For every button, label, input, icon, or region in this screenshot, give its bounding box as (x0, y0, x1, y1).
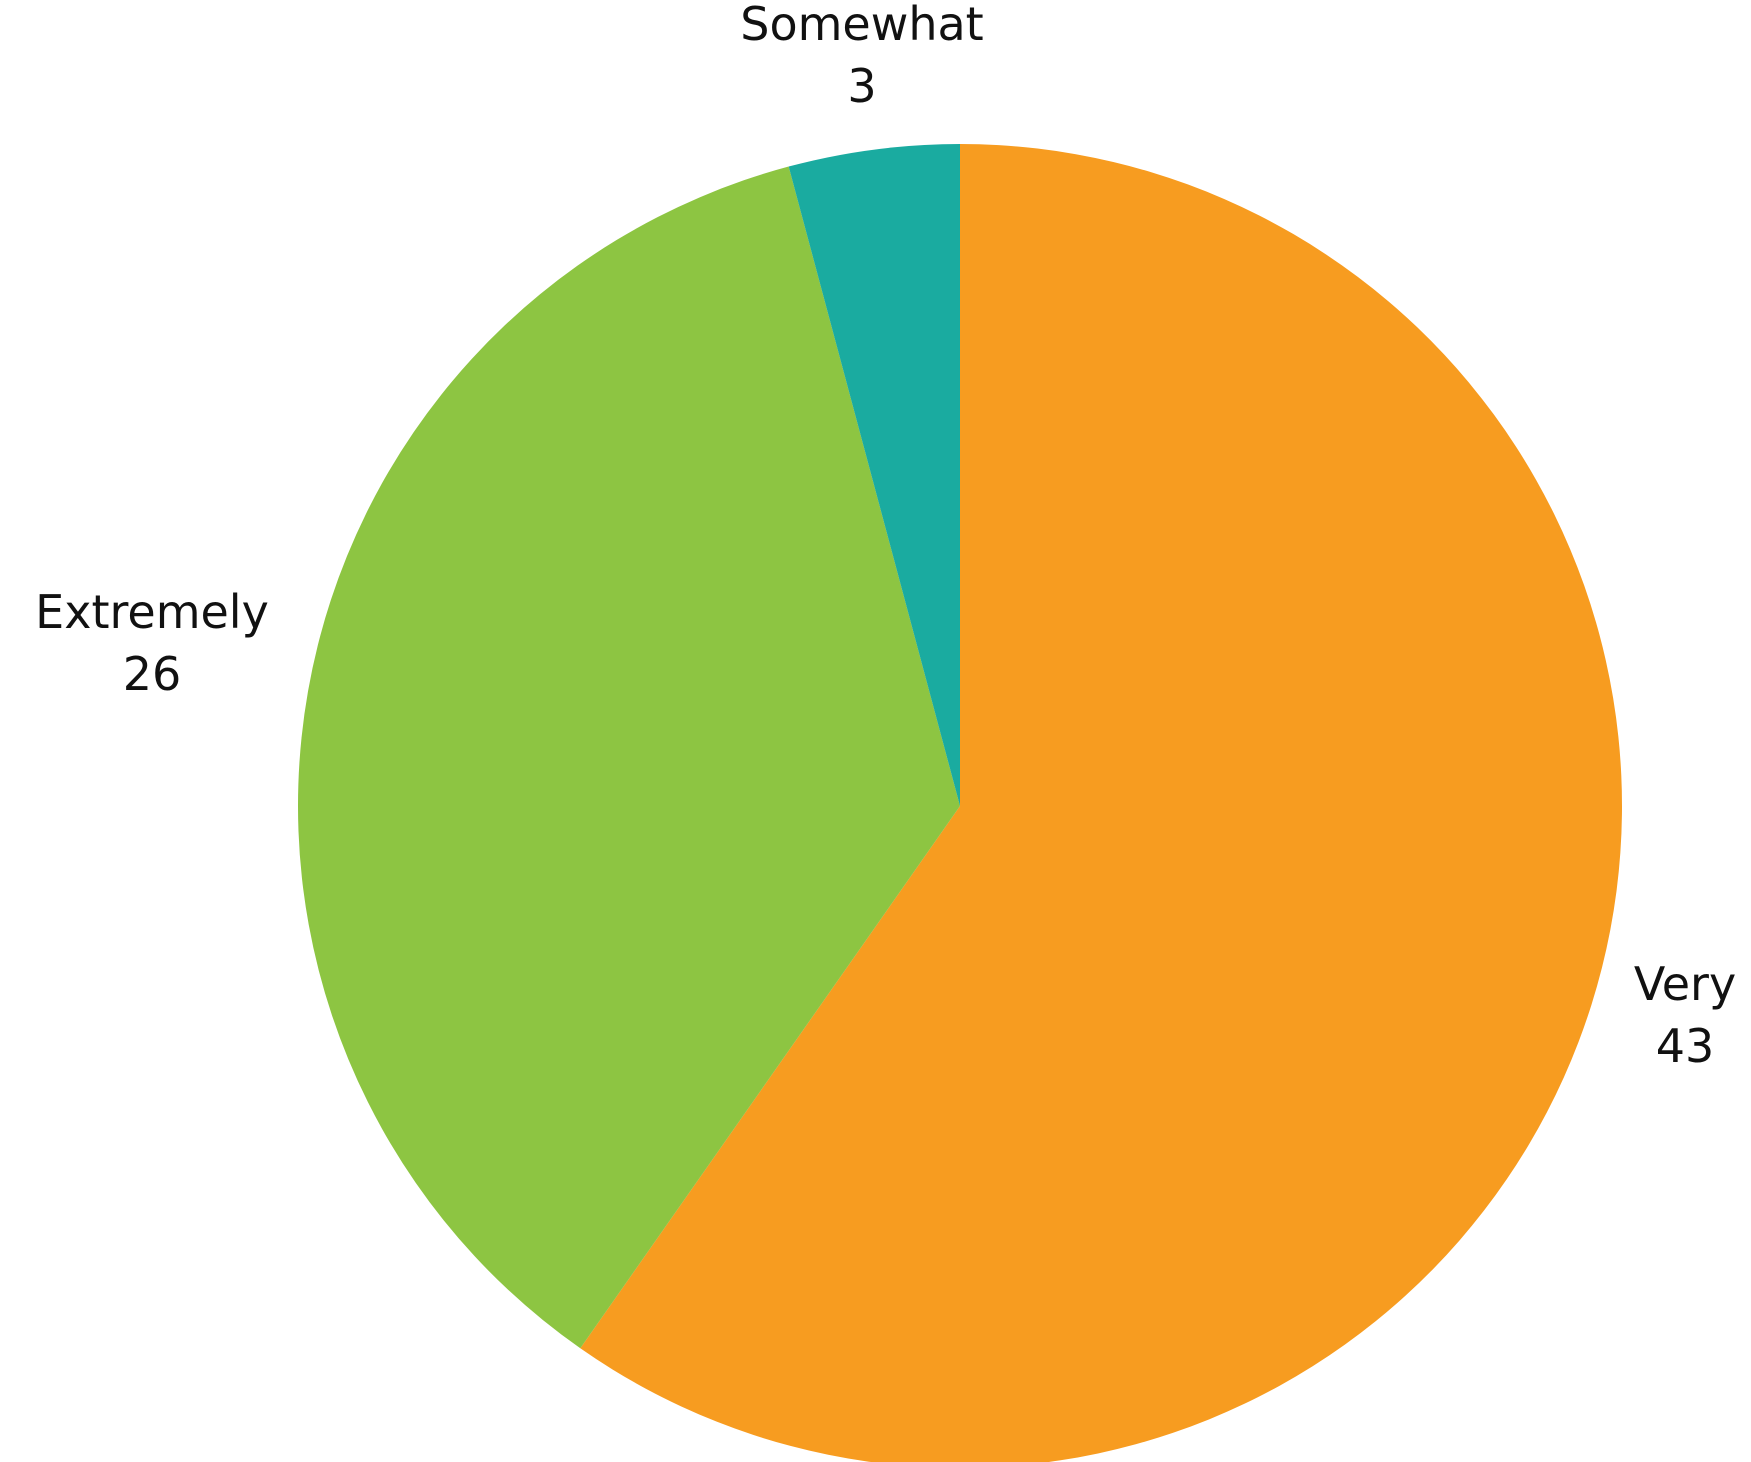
slice-label-somewhat: Somewhat (740, 0, 983, 51)
pie-slice-very (580, 144, 1622, 1462)
pie-labels: Very 43 Extremely 26 Somewhat 3 (35, 0, 1736, 1073)
slice-value-somewhat: 3 (847, 59, 876, 113)
slice-value-very: 43 (1656, 1019, 1715, 1073)
pie-slice-somewhat (788, 144, 960, 806)
pie-slices (298, 144, 1622, 1462)
slice-value-extremely: 26 (123, 647, 182, 701)
slice-label-very: Very (1634, 957, 1736, 1011)
pie-slice-extremely (298, 166, 960, 1349)
slice-label-extremely: Extremely (35, 585, 269, 639)
